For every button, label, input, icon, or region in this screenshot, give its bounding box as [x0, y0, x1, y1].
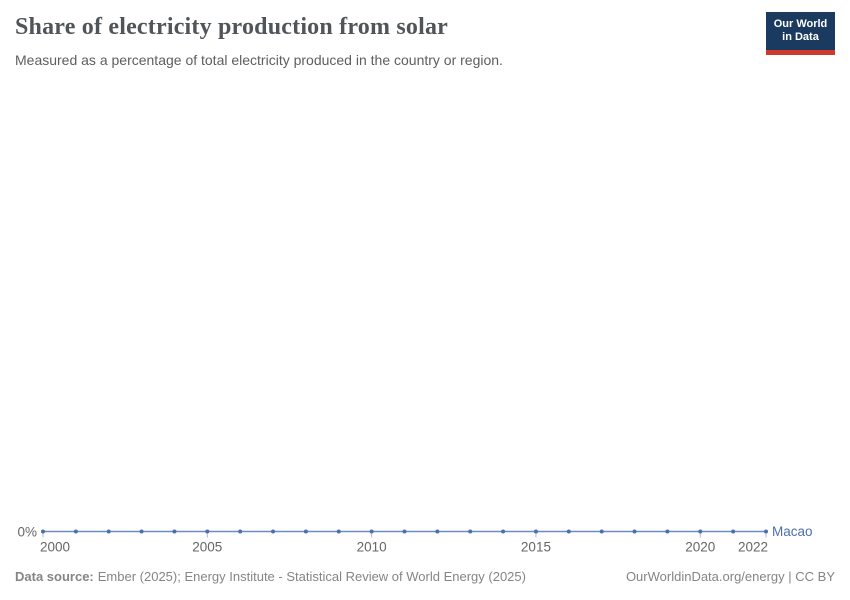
- x-axis-tick-label: 2022: [738, 540, 768, 555]
- owid-logo[interactable]: Our World in Data: [766, 12, 835, 55]
- data-source: Data source: Ember (2025); Energy Institu…: [15, 569, 526, 584]
- data-point[interactable]: [139, 529, 144, 534]
- data-point[interactable]: [303, 529, 308, 534]
- series-label[interactable]: Macao: [772, 524, 813, 539]
- data-point[interactable]: [238, 529, 243, 534]
- chart-subtitle: Measured as a percentage of total electr…: [15, 52, 503, 68]
- data-point[interactable]: [599, 529, 604, 534]
- data-point[interactable]: [468, 529, 473, 534]
- data-point[interactable]: [764, 529, 768, 534]
- data-point[interactable]: [205, 529, 210, 534]
- data-source-text: Ember (2025); Energy Institute - Statist…: [97, 569, 526, 584]
- data-point[interactable]: [172, 529, 177, 534]
- data-point[interactable]: [501, 529, 506, 534]
- data-point[interactable]: [665, 529, 670, 534]
- data-point[interactable]: [632, 529, 637, 534]
- data-point[interactable]: [402, 529, 407, 534]
- x-axis-tick-label: 2010: [357, 540, 387, 555]
- data-point[interactable]: [336, 529, 341, 534]
- data-point[interactable]: [533, 529, 538, 534]
- chart-footer: Data source: Ember (2025); Energy Institu…: [15, 569, 835, 584]
- data-point[interactable]: [698, 529, 703, 534]
- chart-title: Share of electricity production from sol…: [15, 14, 448, 40]
- data-point[interactable]: [435, 529, 440, 534]
- data-point[interactable]: [73, 529, 78, 534]
- data-point[interactable]: [271, 529, 276, 534]
- x-axis-tick-label: 2000: [40, 540, 70, 555]
- data-point[interactable]: [731, 529, 736, 534]
- owid-logo-line2: in Data: [782, 31, 819, 43]
- x-axis-tick-label: 2005: [192, 540, 222, 555]
- data-point[interactable]: [566, 529, 571, 534]
- x-axis-tick-label: 2015: [521, 540, 551, 555]
- owid-footer-link[interactable]: OurWorldinData.org/energy | CC BY: [625, 569, 835, 584]
- data-source-label: Data source:: [15, 569, 94, 584]
- data-point[interactable]: [369, 529, 374, 534]
- x-axis-tick-label: 2020: [685, 540, 715, 555]
- data-point[interactable]: [106, 529, 111, 534]
- data-point[interactable]: [41, 529, 45, 534]
- owid-logo-line1: Our World: [773, 18, 828, 30]
- y-axis-label: 0%: [17, 525, 37, 540]
